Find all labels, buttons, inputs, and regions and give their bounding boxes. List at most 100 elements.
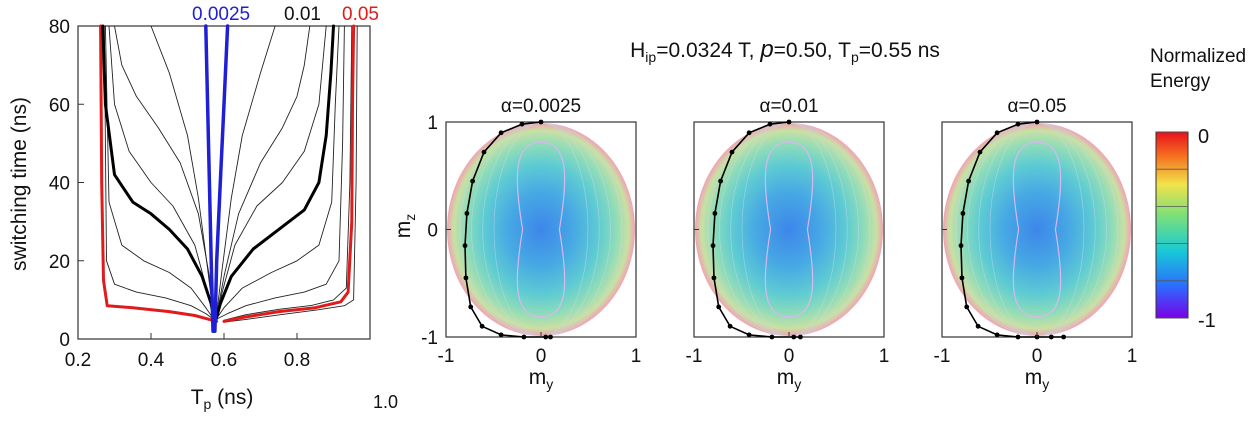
- switching-time-chart: 0.2 0.4 0.6 0.8 0 20 40 60 80 1.0 Tp (ns) switc…: [8, 4, 398, 412]
- trajectory-point: [468, 304, 474, 310]
- trajectory-point: [463, 275, 469, 281]
- trajectory-point: [975, 323, 981, 329]
- trajectory-point: [538, 119, 544, 125]
- x-tick-label: -1: [934, 346, 951, 367]
- series-line-4: [99, 24, 219, 323]
- colorbar-gradient: [1155, 131, 1189, 319]
- x-tick-label: -1: [438, 346, 455, 367]
- panel-label: α=0.01: [759, 96, 818, 117]
- trajectory-point: [727, 323, 733, 329]
- trajectory-point: [977, 149, 983, 155]
- trajectory-point: [798, 334, 803, 340]
- sphere-panel-3: α=0.05 -1 0 1 my: [934, 96, 1138, 392]
- energy-contour-center: [1012, 141, 1062, 318]
- trajectory-point: [718, 178, 723, 184]
- energy-sphere: [943, 123, 1131, 336]
- trajectory-point: [959, 275, 965, 281]
- trajectory-point: [1015, 121, 1021, 127]
- energy-sphere: [447, 123, 635, 336]
- left-y-axis-label: switching time (ns): [8, 97, 31, 271]
- legend-red-label: 0.05: [342, 4, 379, 25]
- panel-label: α=0.0025: [501, 96, 581, 117]
- series-line-15: [215, 25, 345, 320]
- x-tick-label: 0.8: [284, 350, 310, 371]
- trajectory-point: [481, 149, 487, 155]
- series-line-5: [222, 24, 356, 323]
- trajectory-point: [498, 130, 504, 136]
- colorbar-title-line1: Normalized: [1150, 46, 1246, 67]
- sphere-x-axis-label: my: [1025, 366, 1050, 392]
- colorbar: Normalized Energy 0 -1: [1150, 46, 1246, 332]
- series-line-7: [215, 25, 311, 320]
- series-line-11: [215, 25, 327, 320]
- y-ticks: 0 20 40 60 80: [49, 17, 84, 351]
- x-tick-label: 0.4: [138, 350, 165, 371]
- sphere-x-axis-label: my: [529, 366, 554, 392]
- colorbar-title-line2: Energy: [1150, 71, 1211, 92]
- left-x-axis-label: Tp (ns): [191, 386, 254, 412]
- trajectory-point: [548, 334, 553, 340]
- series-line-3: [214, 24, 335, 321]
- series-line-10: [108, 25, 215, 320]
- series-line-1: [213, 24, 230, 333]
- trajectory-point: [964, 304, 970, 310]
- sphere-panels: α=0.0025 -1 0 1 my -1 0 1 α=0.01 -1 0 1 my α=0.05 -1 0 1…: [421, 96, 1137, 392]
- trajectory-point: [966, 178, 971, 184]
- trajectory-point: [729, 149, 735, 155]
- series-line-6: [114, 25, 215, 320]
- colorbar-ticks: [1156, 131, 1188, 319]
- series-line-9: [215, 25, 276, 320]
- x-tick-label: -1: [686, 346, 703, 367]
- trajectory-point: [479, 323, 485, 329]
- series-line-14: [103, 25, 215, 320]
- x-tick-label: 1: [1127, 346, 1138, 367]
- trajectory-point: [1048, 334, 1054, 340]
- sphere-x-axis-label: my: [777, 366, 802, 392]
- trajectory-point: [711, 275, 717, 281]
- energy-sphere: [695, 123, 883, 336]
- series-line-17: [223, 25, 358, 323]
- trajectory-point: [786, 119, 792, 125]
- sphere-y-axis-label: mz: [392, 214, 418, 239]
- series-line-0: [204, 24, 215, 333]
- colorbar-min-label: -1: [1198, 310, 1216, 332]
- y-tick-label: -1: [421, 328, 438, 349]
- x-tick-label: 0.6: [211, 350, 237, 371]
- x-tick-label: 0: [1032, 346, 1043, 367]
- trajectory-point: [464, 210, 470, 216]
- y-tick-label: 0: [59, 330, 70, 351]
- trajectory-point: [498, 332, 504, 338]
- x-tick-label: 1: [631, 346, 642, 367]
- x-ticks: 0.2 0.4 0.6 0.8: [65, 333, 310, 371]
- trajectory-point: [470, 178, 475, 184]
- sphere-panel-1: α=0.0025 -1 0 1 my -1 0 1: [421, 96, 641, 392]
- trajectory-point: [994, 130, 1000, 136]
- trajectory-line: [464, 121, 551, 338]
- series-line-2: [101, 24, 216, 321]
- trajectory-point: [769, 334, 775, 340]
- trajectory-point: [712, 210, 718, 216]
- trajectory-point: [767, 121, 773, 127]
- trajectory-point: [960, 210, 966, 216]
- trajectory-line: [712, 121, 801, 338]
- series-group: [99, 24, 358, 333]
- legend-black-label: 0.01: [284, 4, 321, 25]
- trajectory-point: [716, 304, 722, 310]
- y-tick-label: 20: [49, 252, 70, 273]
- trajectory-point: [994, 332, 1000, 338]
- series-line-8: [150, 25, 215, 320]
- sphere-figure-title: Hip=0.0324 T, p=0.50, Tp=0.55 ns: [630, 36, 940, 65]
- trajectory-point: [746, 130, 752, 136]
- x-tick-label: 0: [784, 346, 795, 367]
- trajectory-point: [746, 332, 752, 338]
- trajectory-point: [791, 334, 797, 340]
- series-line-16: [223, 25, 353, 321]
- y-tick-label: 60: [49, 95, 70, 116]
- trajectory-point: [519, 121, 525, 127]
- y-tick-label: 0: [427, 221, 438, 242]
- x-extra-tick: 1.0: [373, 392, 398, 412]
- energy-contour-center: [764, 141, 814, 318]
- trajectory-point: [521, 334, 527, 340]
- panel-label: α=0.05: [1007, 96, 1066, 117]
- energy-contour-center: [516, 141, 566, 318]
